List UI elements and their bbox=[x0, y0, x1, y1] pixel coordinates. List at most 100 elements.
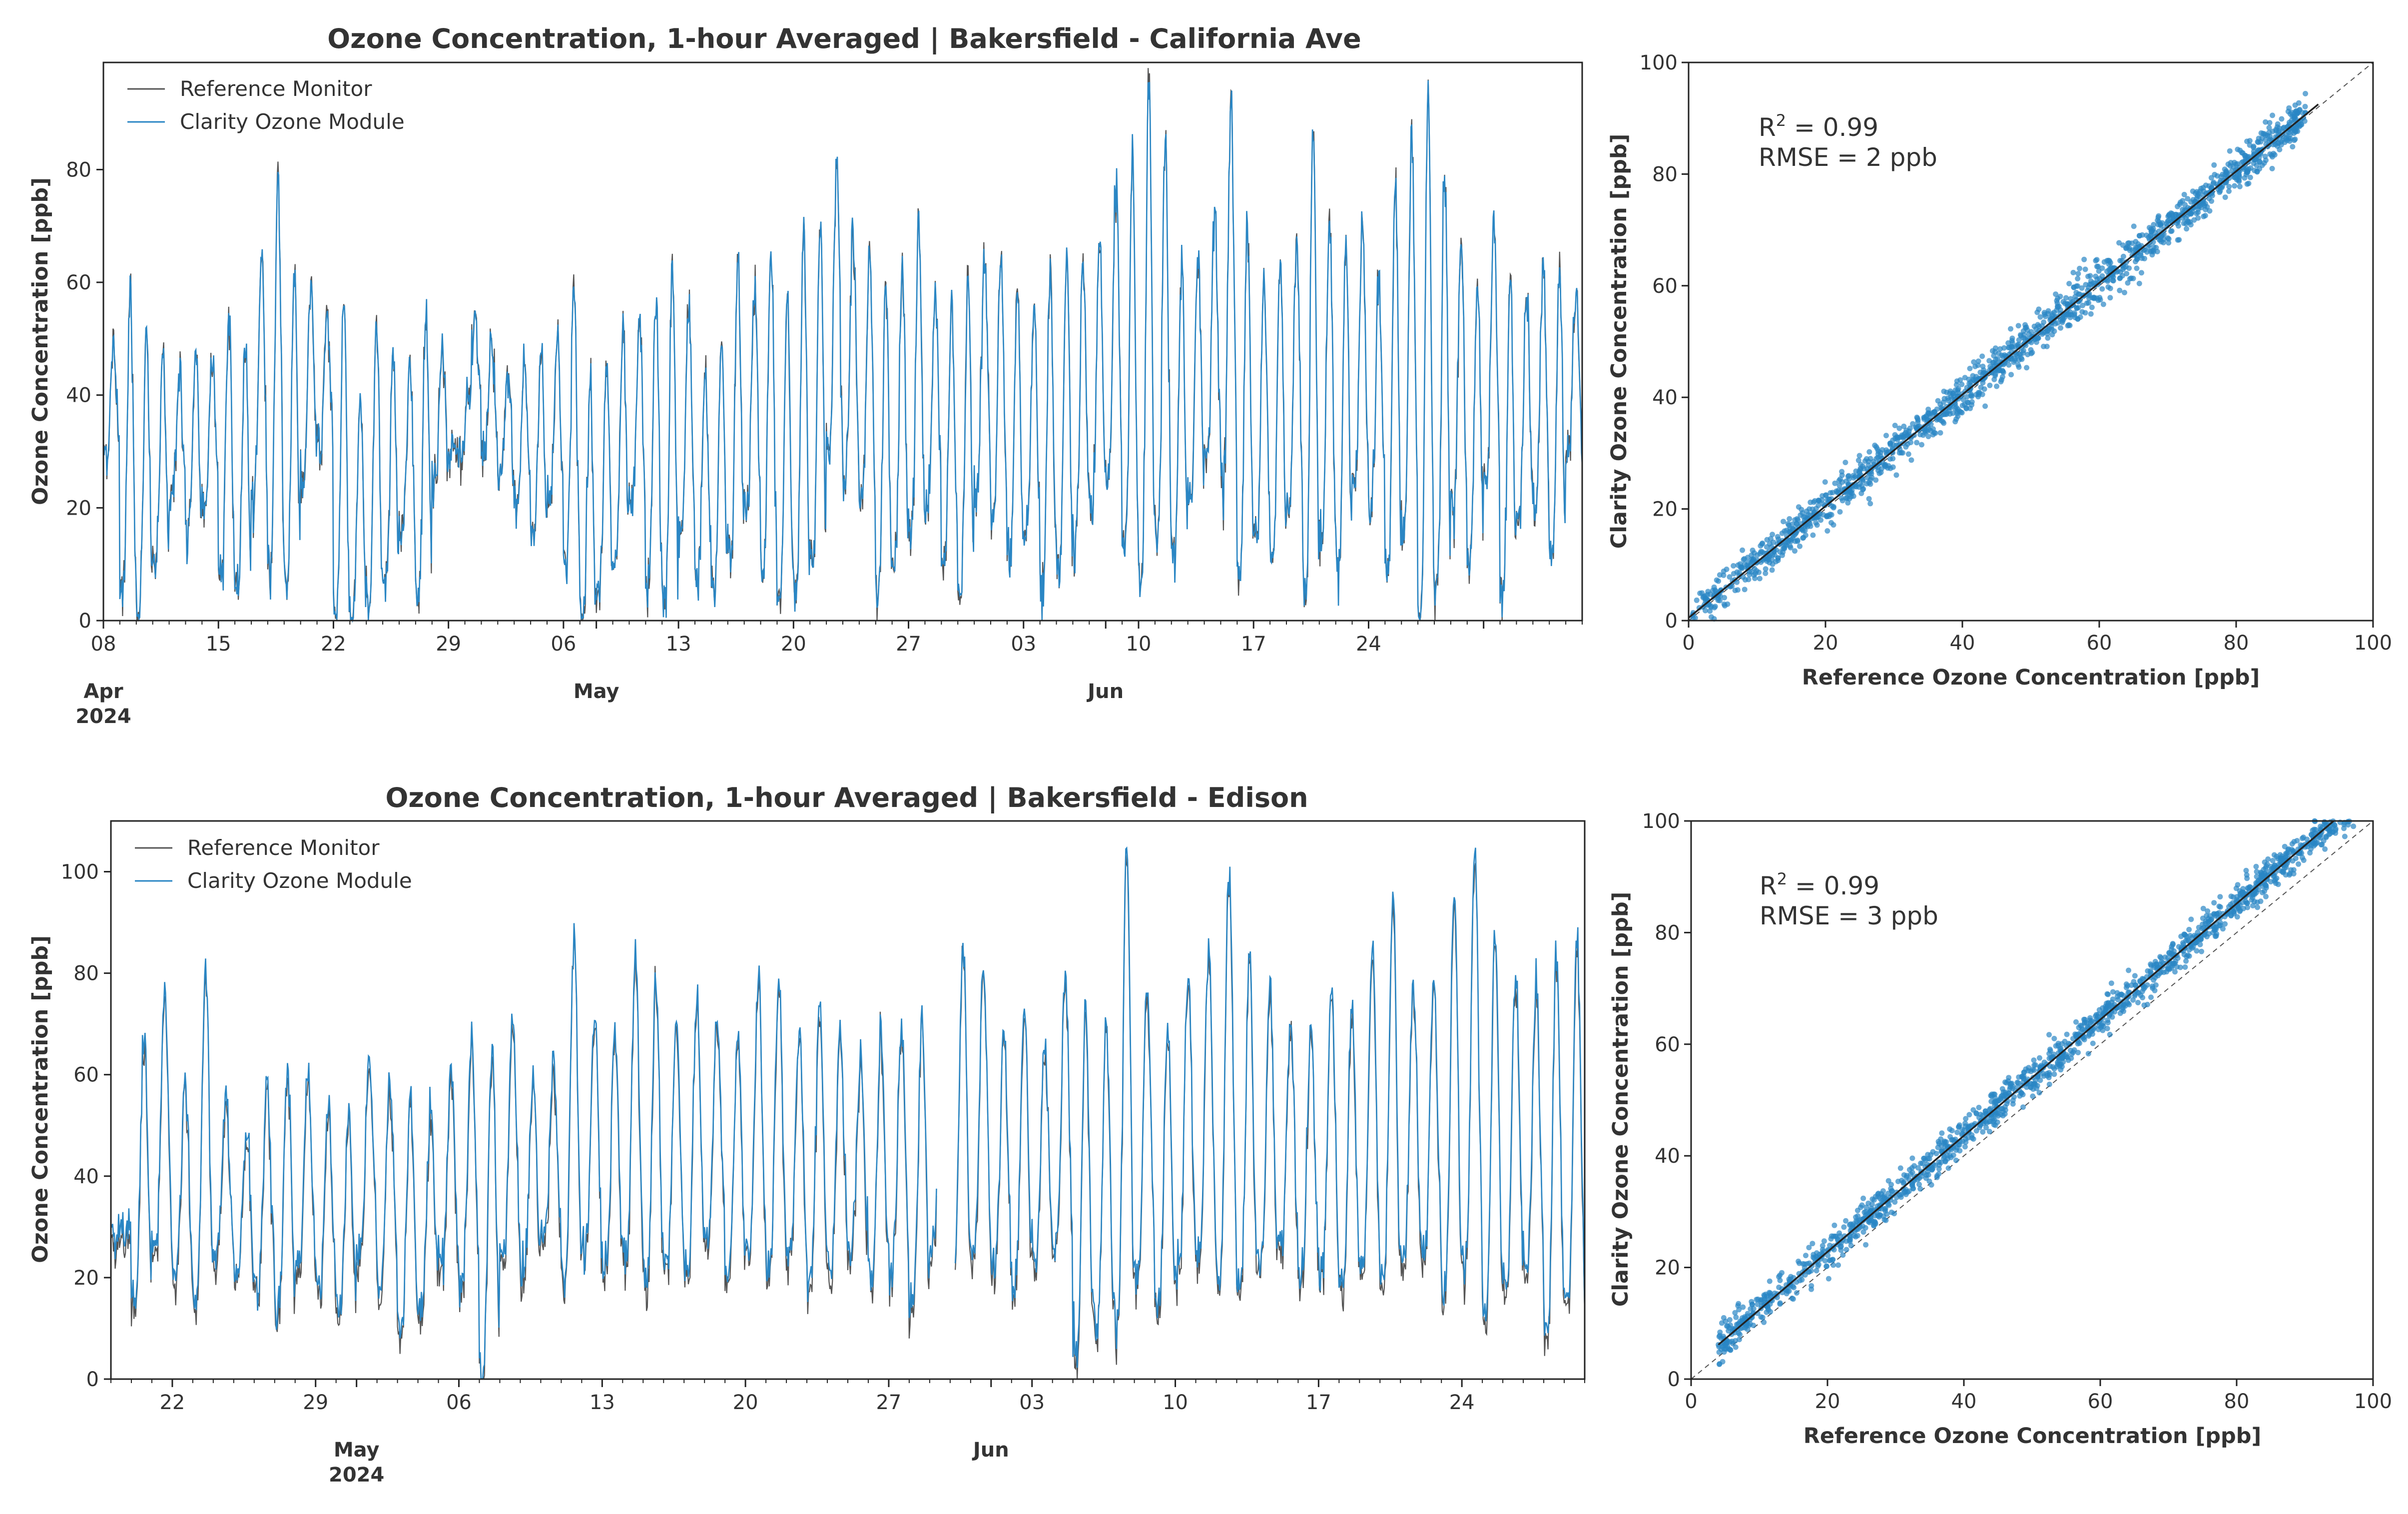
scatter-point bbox=[1966, 1112, 1972, 1118]
scatter-point bbox=[2008, 372, 2014, 378]
ts-legend-california: Reference Monitor Clarity Ozone Module bbox=[127, 76, 405, 134]
scatter-point bbox=[2094, 276, 2100, 282]
scatter-point bbox=[1751, 550, 1757, 556]
scatter-point bbox=[2085, 1024, 2091, 1030]
scatter-point bbox=[1892, 423, 1898, 428]
scatter-point bbox=[2115, 997, 2121, 1003]
scatter-point bbox=[1755, 1301, 1761, 1307]
scatter-point bbox=[2244, 138, 2250, 144]
scatter-point bbox=[1824, 514, 1830, 520]
scatter-point bbox=[2234, 177, 2240, 183]
scatter-point bbox=[2155, 214, 2161, 220]
scatter-point bbox=[1794, 1290, 1800, 1296]
scatter-point bbox=[1915, 417, 1921, 423]
scatter-point bbox=[2223, 168, 2229, 174]
scatter-point bbox=[2299, 122, 2305, 128]
scatter-point bbox=[2195, 209, 2201, 215]
scatter-ytick-label: 40 bbox=[1655, 1145, 1680, 1168]
scatter-point bbox=[2240, 159, 2246, 165]
month-label: May bbox=[334, 1439, 380, 1462]
scatter-ytick-label: 60 bbox=[1655, 1033, 1680, 1056]
scatter-point bbox=[2130, 997, 2136, 1003]
scatter-point bbox=[1879, 447, 1885, 453]
ts-series-california bbox=[102, 68, 1583, 623]
scatter-point bbox=[1797, 543, 1803, 549]
scatter-point bbox=[2287, 138, 2293, 144]
ytick-label: 0 bbox=[86, 1368, 99, 1391]
scatter-xtick-label: 0 bbox=[1685, 1390, 1697, 1413]
scatter-point bbox=[2002, 1104, 2008, 1110]
scatter-point bbox=[1824, 528, 1830, 534]
scatter-point bbox=[2262, 881, 2268, 887]
scatter-point bbox=[1727, 1339, 1733, 1345]
scatter-point bbox=[2075, 316, 2081, 322]
scatter-point bbox=[2290, 144, 2296, 150]
scatter-point bbox=[2009, 1085, 2015, 1091]
scatter-point bbox=[1803, 1253, 1808, 1259]
scatter-point bbox=[1752, 576, 1758, 581]
scatter-point bbox=[2263, 119, 2269, 125]
scatter-point bbox=[2058, 316, 2064, 322]
series-line-clarity bbox=[110, 846, 1586, 1380]
scatter-point bbox=[2211, 162, 2217, 168]
scatter-axes-california: 00 20 20 40 40 60 60 80 80 100 100 bbox=[1640, 51, 2393, 655]
scatter-point bbox=[1712, 587, 1718, 593]
scatter-point bbox=[2107, 295, 2113, 301]
scatter-point bbox=[1931, 430, 1937, 436]
scatter-point bbox=[2069, 1051, 2075, 1057]
scatter-point bbox=[2157, 970, 2163, 976]
scatter-point bbox=[1922, 1157, 1928, 1163]
scatter-point bbox=[2192, 940, 2198, 946]
ts-series-edison bbox=[110, 846, 1586, 1380]
scatter-point bbox=[2008, 326, 2014, 332]
scatter-axes-edison: 00 20 20 40 40 60 60 80 80 100 100 bbox=[1642, 810, 2393, 1413]
scatter-point bbox=[1849, 490, 1855, 496]
scatter-point bbox=[1825, 1253, 1831, 1258]
scatter-point bbox=[1906, 1188, 1912, 1194]
scatter-point bbox=[2250, 903, 2256, 908]
scatter-point bbox=[2081, 256, 2087, 262]
scatter-point bbox=[2213, 926, 2219, 932]
scatter-point bbox=[1846, 1237, 1852, 1243]
scatter-point bbox=[1880, 1188, 1886, 1194]
scatter-point bbox=[1761, 1319, 1767, 1325]
scatter-point bbox=[2066, 322, 2072, 328]
scatter-point bbox=[1758, 549, 1764, 555]
scatter-point bbox=[2091, 294, 2097, 300]
ts-title-california: Ozone Concentration, 1-hour Averaged | B… bbox=[327, 23, 1361, 54]
scatter-point bbox=[1936, 1166, 1942, 1172]
scatter-point bbox=[1779, 1270, 1785, 1276]
scatter-point bbox=[2037, 314, 2043, 320]
scatter-point bbox=[2197, 188, 2203, 194]
scatter-point bbox=[1900, 450, 1905, 456]
scatter-point bbox=[2130, 275, 2136, 281]
scatter-point bbox=[1918, 1160, 1924, 1166]
scatter-point bbox=[2000, 374, 2005, 380]
scatter-point bbox=[2088, 311, 2094, 317]
scatter-point bbox=[1815, 1263, 1821, 1269]
ytick-label: 0 bbox=[79, 610, 91, 633]
scatter-point bbox=[1913, 425, 1919, 431]
scatter-point bbox=[2177, 201, 2183, 207]
scatter-point bbox=[2122, 290, 2127, 295]
scatter-point bbox=[1980, 380, 1986, 386]
scatter-point bbox=[1807, 523, 1813, 529]
series-line-clarity bbox=[102, 80, 1583, 623]
scatter-ylabel-edison: Clarity Ozone Concentration [ppb] bbox=[1608, 892, 1633, 1307]
scatter-xtick-label: 20 bbox=[1813, 632, 1838, 655]
scatter-point bbox=[2074, 305, 2080, 311]
scatter-point bbox=[1901, 1179, 1907, 1185]
scatter-point bbox=[1827, 1257, 1833, 1263]
scatter-point bbox=[2075, 271, 2081, 277]
scatter-point bbox=[2197, 941, 2203, 947]
scatter-point bbox=[1792, 548, 1798, 554]
scatter-point bbox=[2051, 1036, 2057, 1041]
scatter-point bbox=[2106, 258, 2112, 264]
scatter-point bbox=[1733, 1338, 1738, 1344]
legend-label-reference-edison: Reference Monitor bbox=[187, 835, 380, 860]
scatter-point bbox=[2234, 914, 2240, 920]
month-label: Jun bbox=[1086, 680, 1124, 703]
scatter-point bbox=[2117, 287, 2123, 293]
scatter-point bbox=[1846, 496, 1852, 502]
scatter-point bbox=[1810, 532, 1816, 538]
